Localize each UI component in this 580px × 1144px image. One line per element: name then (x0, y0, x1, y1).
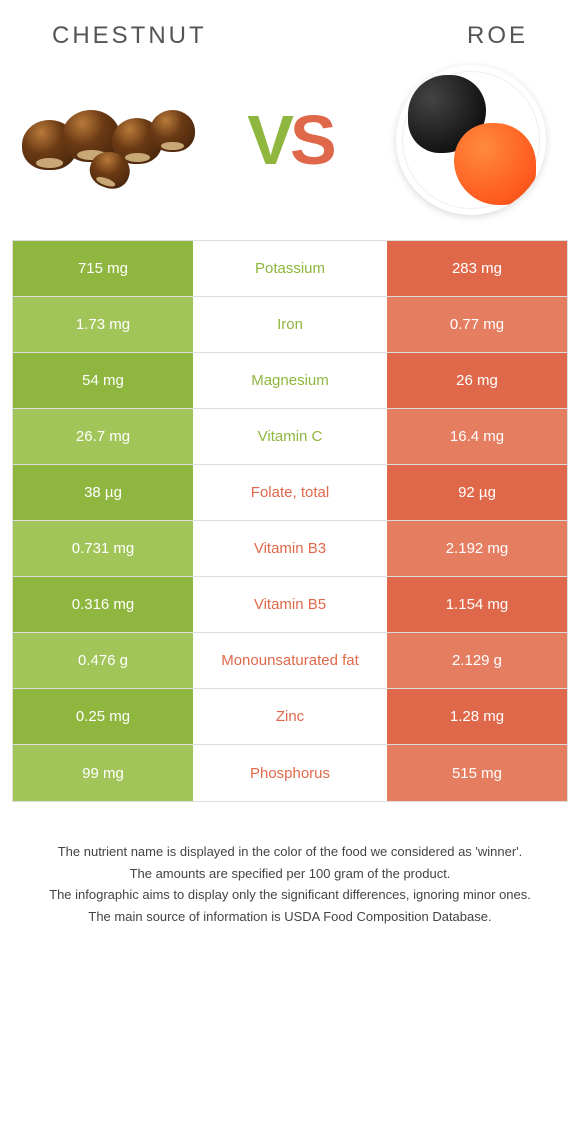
nutrient-name: Monounsaturated fat (193, 633, 387, 688)
left-value: 99 mg (13, 745, 193, 801)
right-value: 515 mg (387, 745, 567, 801)
table-row: 99 mgPhosphorus515 mg (13, 745, 567, 801)
left-value: 1.73 mg (13, 297, 193, 352)
nutrient-name: Magnesium (193, 353, 387, 408)
left-value: 54 mg (13, 353, 193, 408)
table-row: 0.476 gMonounsaturated fat2.129 g (13, 633, 567, 689)
right-value: 283 mg (387, 241, 567, 296)
right-value: 0.77 mg (387, 297, 567, 352)
left-value: 38 µg (13, 465, 193, 520)
left-value: 0.476 g (13, 633, 193, 688)
roe-image (383, 70, 558, 210)
left-value: 0.316 mg (13, 577, 193, 632)
nutrient-name: Iron (193, 297, 387, 352)
table-row: 26.7 mgVitamin C16.4 mg (13, 409, 567, 465)
nutrient-name: Folate, total (193, 465, 387, 520)
hero-row: VS (12, 70, 568, 240)
left-value: 26.7 mg (13, 409, 193, 464)
nutrient-name: Potassium (193, 241, 387, 296)
comparison-infographic: CHESTNUT ROE VS 715 mgPotassium283 mg1.7… (0, 0, 580, 958)
nutrient-name: Vitamin B5 (193, 577, 387, 632)
right-value: 2.192 mg (387, 521, 567, 576)
table-row: 54 mgMagnesium26 mg (13, 353, 567, 409)
vs-s: S (290, 101, 333, 179)
left-value: 0.25 mg (13, 689, 193, 744)
right-value: 16.4 mg (387, 409, 567, 464)
right-value: 2.129 g (387, 633, 567, 688)
table-row: 715 mgPotassium283 mg (13, 241, 567, 297)
footer-notes: The nutrient name is displayed in the co… (12, 802, 568, 926)
footer-line-1: The nutrient name is displayed in the co… (22, 842, 558, 862)
table-row: 1.73 mgIron0.77 mg (13, 297, 567, 353)
table-row: 0.731 mgVitamin B32.192 mg (13, 521, 567, 577)
right-value: 92 µg (387, 465, 567, 520)
vs-v: V (247, 101, 290, 179)
right-food-title: ROE (467, 22, 528, 50)
left-value: 715 mg (13, 241, 193, 296)
footer-line-3: The infographic aims to display only the… (22, 885, 558, 905)
nutrient-name: Phosphorus (193, 745, 387, 801)
left-food-title: CHESTNUT (52, 22, 207, 50)
left-value: 0.731 mg (13, 521, 193, 576)
right-value: 1.154 mg (387, 577, 567, 632)
footer-line-4: The main source of information is USDA F… (22, 907, 558, 927)
right-value: 1.28 mg (387, 689, 567, 744)
chestnut-image (22, 70, 197, 210)
table-row: 38 µgFolate, total92 µg (13, 465, 567, 521)
footer-line-2: The amounts are specified per 100 gram o… (22, 864, 558, 884)
nutrient-name: Vitamin C (193, 409, 387, 464)
titles-row: CHESTNUT ROE (12, 12, 568, 70)
right-value: 26 mg (387, 353, 567, 408)
table-row: 0.316 mgVitamin B51.154 mg (13, 577, 567, 633)
nutrient-name: Vitamin B3 (193, 521, 387, 576)
nutrient-name: Zinc (193, 689, 387, 744)
nutrient-table: 715 mgPotassium283 mg1.73 mgIron0.77 mg5… (12, 240, 568, 802)
vs-label: VS (247, 100, 332, 180)
table-row: 0.25 mgZinc1.28 mg (13, 689, 567, 745)
